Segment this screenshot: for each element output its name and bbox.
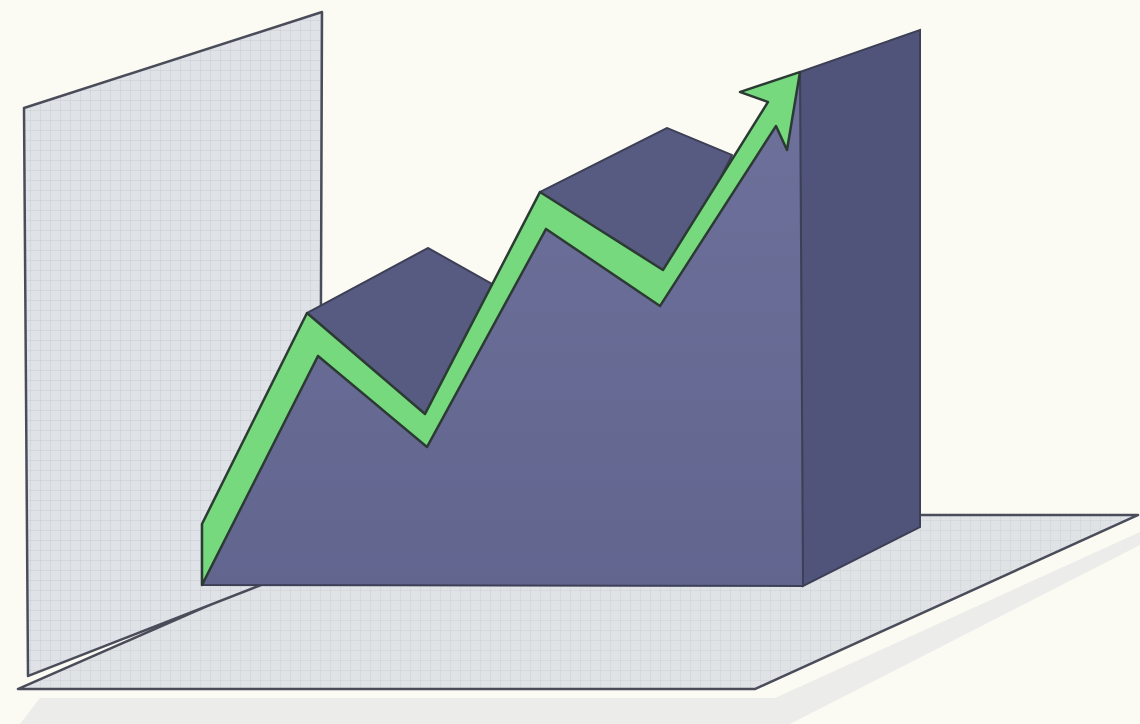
- rising-arrow-icon: [200, 70, 802, 587]
- floor-shadow: [20, 532, 1140, 724]
- solid-side-face: [798, 28, 921, 588]
